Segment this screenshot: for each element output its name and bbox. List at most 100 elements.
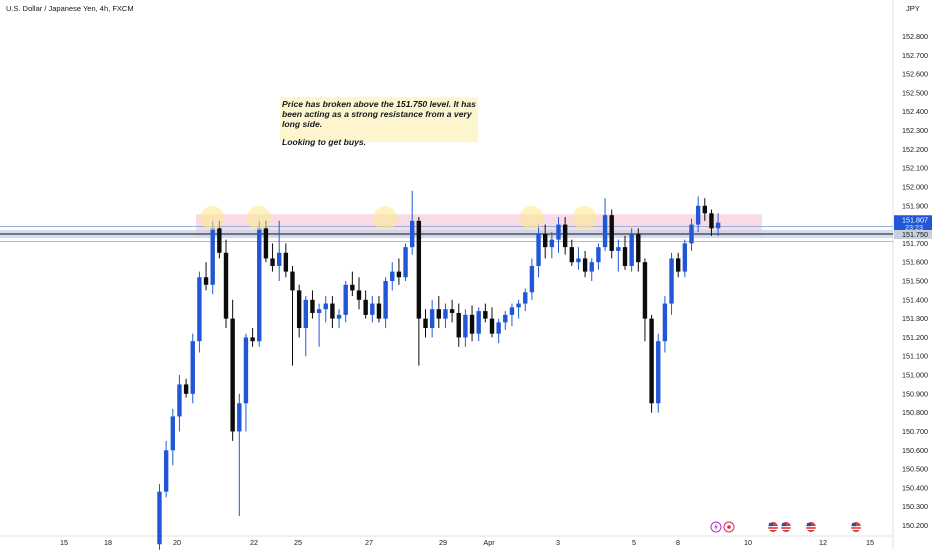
time-tick-label: 25 — [294, 538, 302, 547]
candle-body[interactable] — [689, 224, 694, 244]
candle-body[interactable] — [263, 228, 269, 259]
candle-body[interactable] — [230, 318, 235, 432]
candle-body[interactable] — [496, 322, 501, 334]
candle-body[interactable] — [190, 341, 195, 394]
candle-body[interactable] — [616, 247, 621, 251]
candle-body[interactable] — [410, 220, 415, 248]
price-tick-label: 151.700 — [902, 239, 928, 248]
candle-body[interactable] — [416, 220, 422, 319]
candle-body[interactable] — [582, 258, 588, 272]
candle-body[interactable] — [316, 309, 322, 313]
candle-body[interactable] — [456, 312, 461, 338]
candle-body[interactable] — [396, 271, 402, 278]
candle-body[interactable] — [622, 247, 628, 266]
candle-body[interactable] — [669, 258, 674, 304]
candle-body[interactable] — [436, 309, 441, 319]
candle-body[interactable] — [270, 258, 275, 266]
candle-body[interactable] — [523, 292, 528, 304]
candle-body[interactable] — [197, 277, 202, 342]
candle-body[interactable] — [183, 384, 189, 394]
flag-stripe — [851, 528, 861, 530]
flag-canton — [782, 523, 786, 527]
candle-body[interactable] — [177, 384, 182, 417]
candle-body[interactable] — [237, 403, 242, 432]
candle-body[interactable] — [356, 290, 362, 300]
candle-body[interactable] — [217, 228, 222, 253]
candle-body[interactable] — [695, 205, 701, 225]
current-price-text: 151.807 — [902, 215, 928, 224]
candle-body[interactable] — [363, 299, 368, 315]
annotation-note[interactable]: Price has broken above the 151.750 level… — [280, 97, 478, 147]
candle-body[interactable] — [243, 337, 249, 404]
candle-body[interactable] — [223, 252, 229, 319]
candle-body[interactable] — [296, 290, 302, 329]
candle-body[interactable] — [330, 303, 335, 319]
candle-body[interactable] — [636, 233, 641, 263]
time-tick-label: 29 — [439, 538, 447, 547]
candle-body[interactable] — [536, 233, 541, 266]
candle-body[interactable] — [642, 262, 648, 319]
candle-body[interactable] — [602, 215, 608, 248]
candle-body[interactable] — [489, 318, 495, 334]
candle-body[interactable] — [170, 416, 175, 451]
candle-body[interactable] — [649, 318, 654, 404]
candle-body[interactable] — [682, 243, 688, 272]
candle-body[interactable] — [629, 233, 634, 266]
candle-body[interactable] — [336, 314, 342, 319]
candle-body[interactable] — [483, 311, 488, 319]
candle-body[interactable] — [203, 277, 209, 285]
candle-body[interactable] — [715, 222, 721, 229]
candle-body[interactable] — [516, 303, 521, 308]
annotation-line-2: Looking to get buys. — [282, 137, 367, 147]
candle-body[interactable] — [383, 281, 388, 319]
candle-body[interactable] — [509, 307, 515, 315]
candle-body[interactable] — [676, 258, 681, 272]
candle-body[interactable] — [210, 228, 215, 285]
candle-body[interactable] — [469, 314, 475, 334]
currency-label[interactable]: JPY — [906, 4, 920, 13]
candle-body[interactable] — [576, 258, 581, 263]
candle-body[interactable] — [403, 247, 408, 278]
candle-body[interactable] — [596, 247, 601, 263]
candle-body[interactable] — [549, 239, 555, 248]
candle-body[interactable] — [283, 252, 289, 272]
candle-body[interactable] — [543, 233, 548, 248]
candle-body[interactable] — [157, 491, 162, 545]
candle-body[interactable] — [257, 228, 262, 342]
candle-body[interactable] — [277, 252, 282, 266]
candle-body[interactable] — [662, 303, 668, 342]
candle-body[interactable] — [323, 303, 328, 310]
level-price-badge[interactable] — [894, 229, 932, 239]
candle-body[interactable] — [443, 309, 448, 319]
price-tick-label: 150.700 — [902, 427, 928, 436]
candle-body[interactable] — [476, 311, 481, 334]
candle-body[interactable] — [562, 224, 568, 248]
candle-body[interactable] — [463, 314, 468, 338]
candle-body[interactable] — [343, 284, 348, 315]
candle-body[interactable] — [569, 247, 574, 263]
candle-body[interactable] — [429, 309, 435, 329]
candle-body[interactable] — [503, 314, 508, 323]
candle-body[interactable] — [290, 271, 295, 291]
candle-body[interactable] — [556, 224, 561, 240]
candle-body[interactable] — [449, 309, 455, 313]
candle-body[interactable] — [589, 262, 594, 272]
price-tick-label: 150.900 — [902, 389, 928, 398]
candle-body[interactable] — [529, 265, 535, 293]
price-tick-label: 151.400 — [902, 295, 928, 304]
candle-body[interactable] — [376, 303, 382, 319]
candle-body[interactable] — [656, 341, 661, 404]
candle-body[interactable] — [310, 299, 315, 313]
candle-body[interactable] — [390, 271, 395, 281]
candle-body[interactable] — [250, 337, 255, 342]
candle-body[interactable] — [609, 215, 614, 251]
candle-body[interactable] — [709, 213, 714, 229]
candle-body[interactable] — [350, 284, 355, 291]
current-price-badge[interactable] — [894, 215, 932, 232]
candle-body[interactable] — [702, 205, 707, 214]
candle-body[interactable] — [303, 299, 308, 329]
candle-body[interactable] — [423, 318, 428, 329]
candle-body[interactable] — [163, 450, 169, 492]
candle-body[interactable] — [370, 303, 375, 315]
